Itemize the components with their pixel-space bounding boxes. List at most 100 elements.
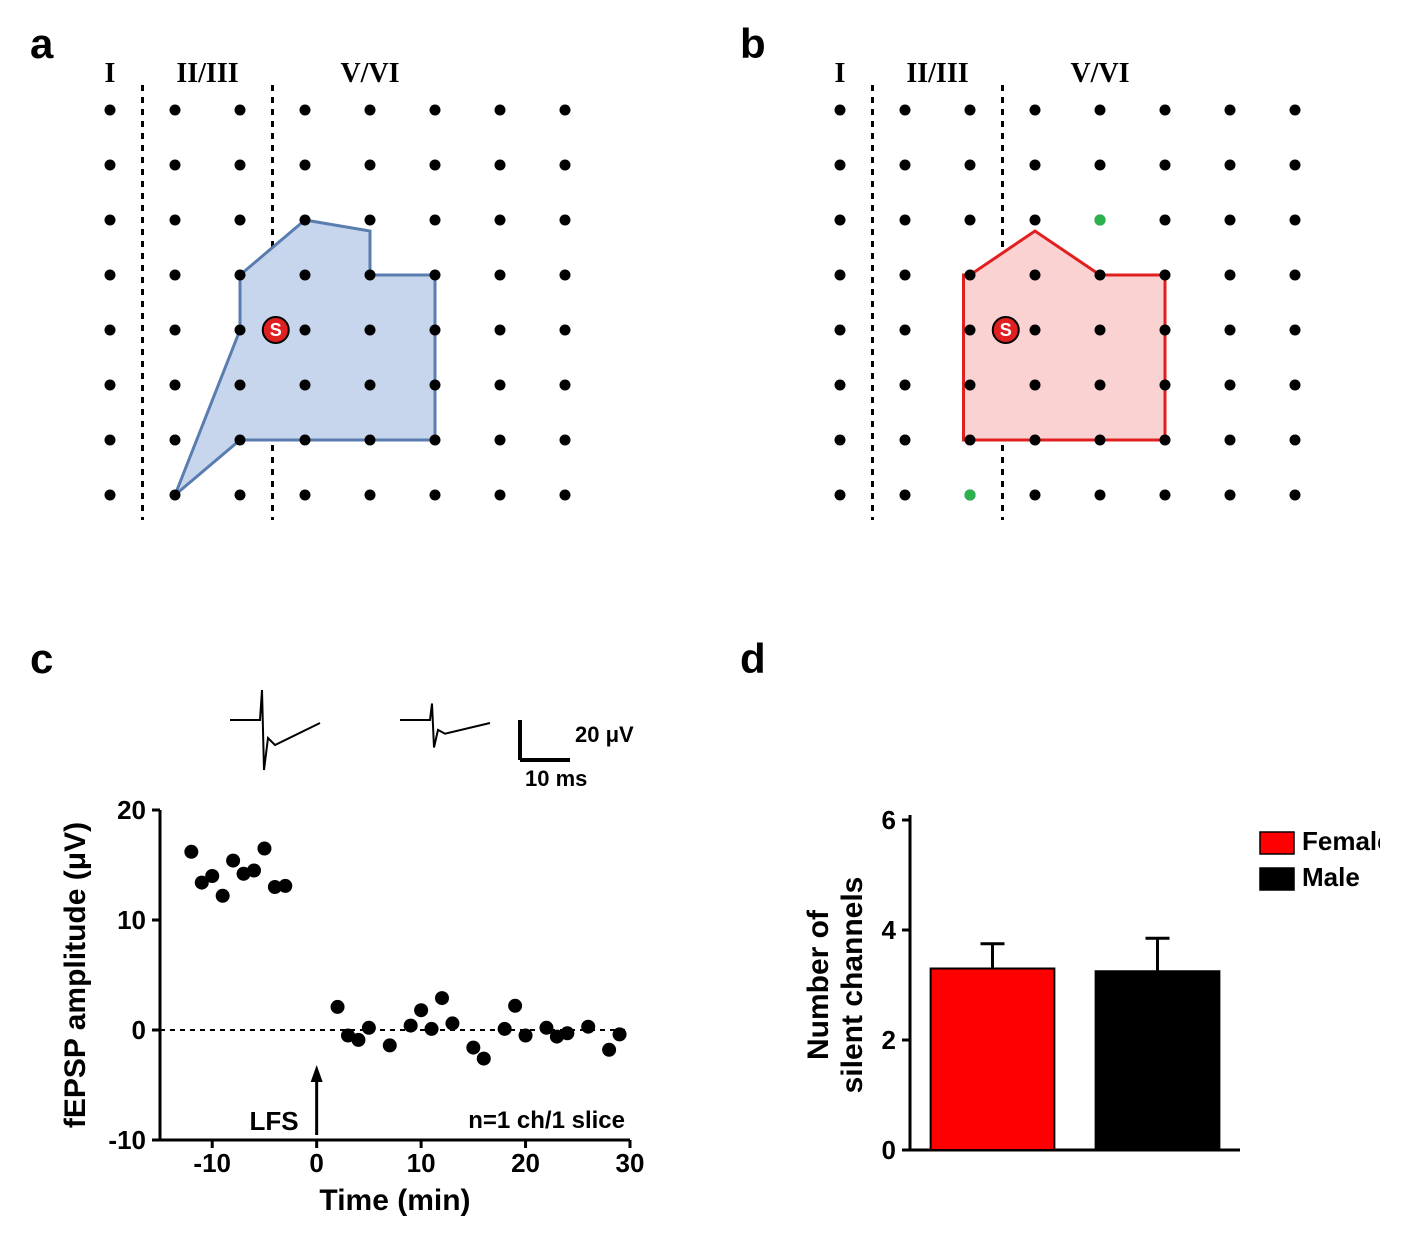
n-label: n=1 ch/1 slice bbox=[468, 1107, 625, 1134]
figure: a b c d SIII/IIIV/VI SIII/IIIV/VI -10010… bbox=[20, 20, 1398, 1226]
grid-dot bbox=[300, 215, 311, 226]
grid-dot bbox=[105, 490, 116, 501]
grid-dot bbox=[1225, 270, 1236, 281]
trace bbox=[230, 690, 320, 770]
grid-dot bbox=[300, 380, 311, 391]
grid-dot bbox=[235, 215, 246, 226]
data-point bbox=[560, 1026, 574, 1040]
grid-dot bbox=[1290, 490, 1301, 501]
grid-dot bbox=[495, 325, 506, 336]
grid-dot bbox=[365, 270, 376, 281]
ytick: -10 bbox=[108, 1125, 146, 1155]
grid-dot bbox=[430, 270, 441, 281]
data-point bbox=[435, 991, 449, 1005]
grid-dot bbox=[235, 435, 246, 446]
data-point bbox=[445, 1016, 459, 1030]
data-point bbox=[226, 854, 240, 868]
trace bbox=[400, 704, 490, 748]
green-dot bbox=[1095, 215, 1106, 226]
data-point bbox=[466, 1041, 480, 1055]
grid-dot bbox=[430, 435, 441, 446]
grid-dot bbox=[235, 490, 246, 501]
xtick: 10 bbox=[407, 1148, 436, 1178]
ylabel2: silent channels bbox=[836, 877, 869, 1094]
data-point bbox=[602, 1043, 616, 1057]
grid-dot bbox=[235, 105, 246, 116]
panel-label-d: d bbox=[740, 635, 766, 683]
grid-dot bbox=[365, 435, 376, 446]
data-point bbox=[257, 842, 271, 856]
grid-dot bbox=[170, 215, 181, 226]
panel-d: 0246Number ofsilent channelsFemaleMale bbox=[780, 680, 1380, 1220]
grid-dot bbox=[560, 435, 571, 446]
grid-dot bbox=[1290, 435, 1301, 446]
grid-dot bbox=[1095, 325, 1106, 336]
grid-dot bbox=[1160, 160, 1171, 171]
grid-dot bbox=[1095, 270, 1106, 281]
data-point bbox=[184, 845, 198, 859]
grid-dot bbox=[1030, 325, 1041, 336]
panel-a: SIII/IIIV/VI bbox=[70, 60, 630, 560]
grid-dot bbox=[1030, 215, 1041, 226]
grid-dot bbox=[560, 215, 571, 226]
grid-dot bbox=[560, 490, 571, 501]
ytick: 20 bbox=[117, 795, 146, 825]
legend-label: Male bbox=[1302, 862, 1360, 892]
grid-dot bbox=[965, 325, 976, 336]
data-point bbox=[216, 889, 230, 903]
grid-dot bbox=[365, 105, 376, 116]
data-point bbox=[581, 1020, 595, 1034]
grid-dot bbox=[235, 325, 246, 336]
grid-dot bbox=[1290, 160, 1301, 171]
grid-dot bbox=[1290, 380, 1301, 391]
grid-dot bbox=[1030, 490, 1041, 501]
grid-dot bbox=[1160, 435, 1171, 446]
ylabel: fEPSP amplitude (μV) bbox=[59, 822, 92, 1128]
data-point bbox=[404, 1019, 418, 1033]
data-point bbox=[247, 864, 261, 878]
data-point bbox=[477, 1052, 491, 1066]
grid-dot bbox=[1225, 380, 1236, 391]
grid-dot bbox=[300, 270, 311, 281]
xtick: 30 bbox=[616, 1148, 645, 1178]
grid-dot bbox=[835, 380, 846, 391]
xtick: 0 bbox=[309, 1148, 323, 1178]
legend-swatch bbox=[1260, 868, 1294, 890]
stim-label: S bbox=[1000, 320, 1012, 340]
grid-dot bbox=[900, 160, 911, 171]
panel-b: SIII/IIIV/VI bbox=[800, 60, 1360, 560]
ytick: 2 bbox=[882, 1025, 896, 1055]
grid-dot bbox=[965, 215, 976, 226]
ytick: 10 bbox=[117, 905, 146, 935]
grid-dot bbox=[1160, 270, 1171, 281]
data-point bbox=[383, 1038, 397, 1052]
green-dot bbox=[965, 490, 976, 501]
grid-dot bbox=[965, 160, 976, 171]
data-point bbox=[362, 1021, 376, 1035]
grid-dot bbox=[1225, 105, 1236, 116]
grid-dot bbox=[1030, 270, 1041, 281]
grid-dot bbox=[835, 490, 846, 501]
grid-dot bbox=[300, 105, 311, 116]
grid-dot bbox=[1225, 215, 1236, 226]
grid-dot bbox=[835, 160, 846, 171]
legend-label: Female bbox=[1302, 826, 1380, 856]
grid-dot bbox=[495, 490, 506, 501]
layer-v-vi: V/VI bbox=[340, 60, 399, 89]
grid-dot bbox=[835, 105, 846, 116]
grid-dot bbox=[1160, 105, 1171, 116]
panel-label-a: a bbox=[30, 20, 53, 68]
grid-dot bbox=[965, 270, 976, 281]
grid-dot bbox=[965, 380, 976, 391]
bar bbox=[931, 969, 1055, 1151]
grid-dot bbox=[430, 380, 441, 391]
layer-v-vi: V/VI bbox=[1070, 60, 1129, 89]
grid-dot bbox=[495, 435, 506, 446]
grid-dot bbox=[105, 105, 116, 116]
grid-dot bbox=[560, 325, 571, 336]
grid-dot bbox=[170, 490, 181, 501]
grid-dot bbox=[170, 270, 181, 281]
data-point bbox=[425, 1022, 439, 1036]
grid-dot bbox=[105, 215, 116, 226]
grid-dot bbox=[900, 270, 911, 281]
